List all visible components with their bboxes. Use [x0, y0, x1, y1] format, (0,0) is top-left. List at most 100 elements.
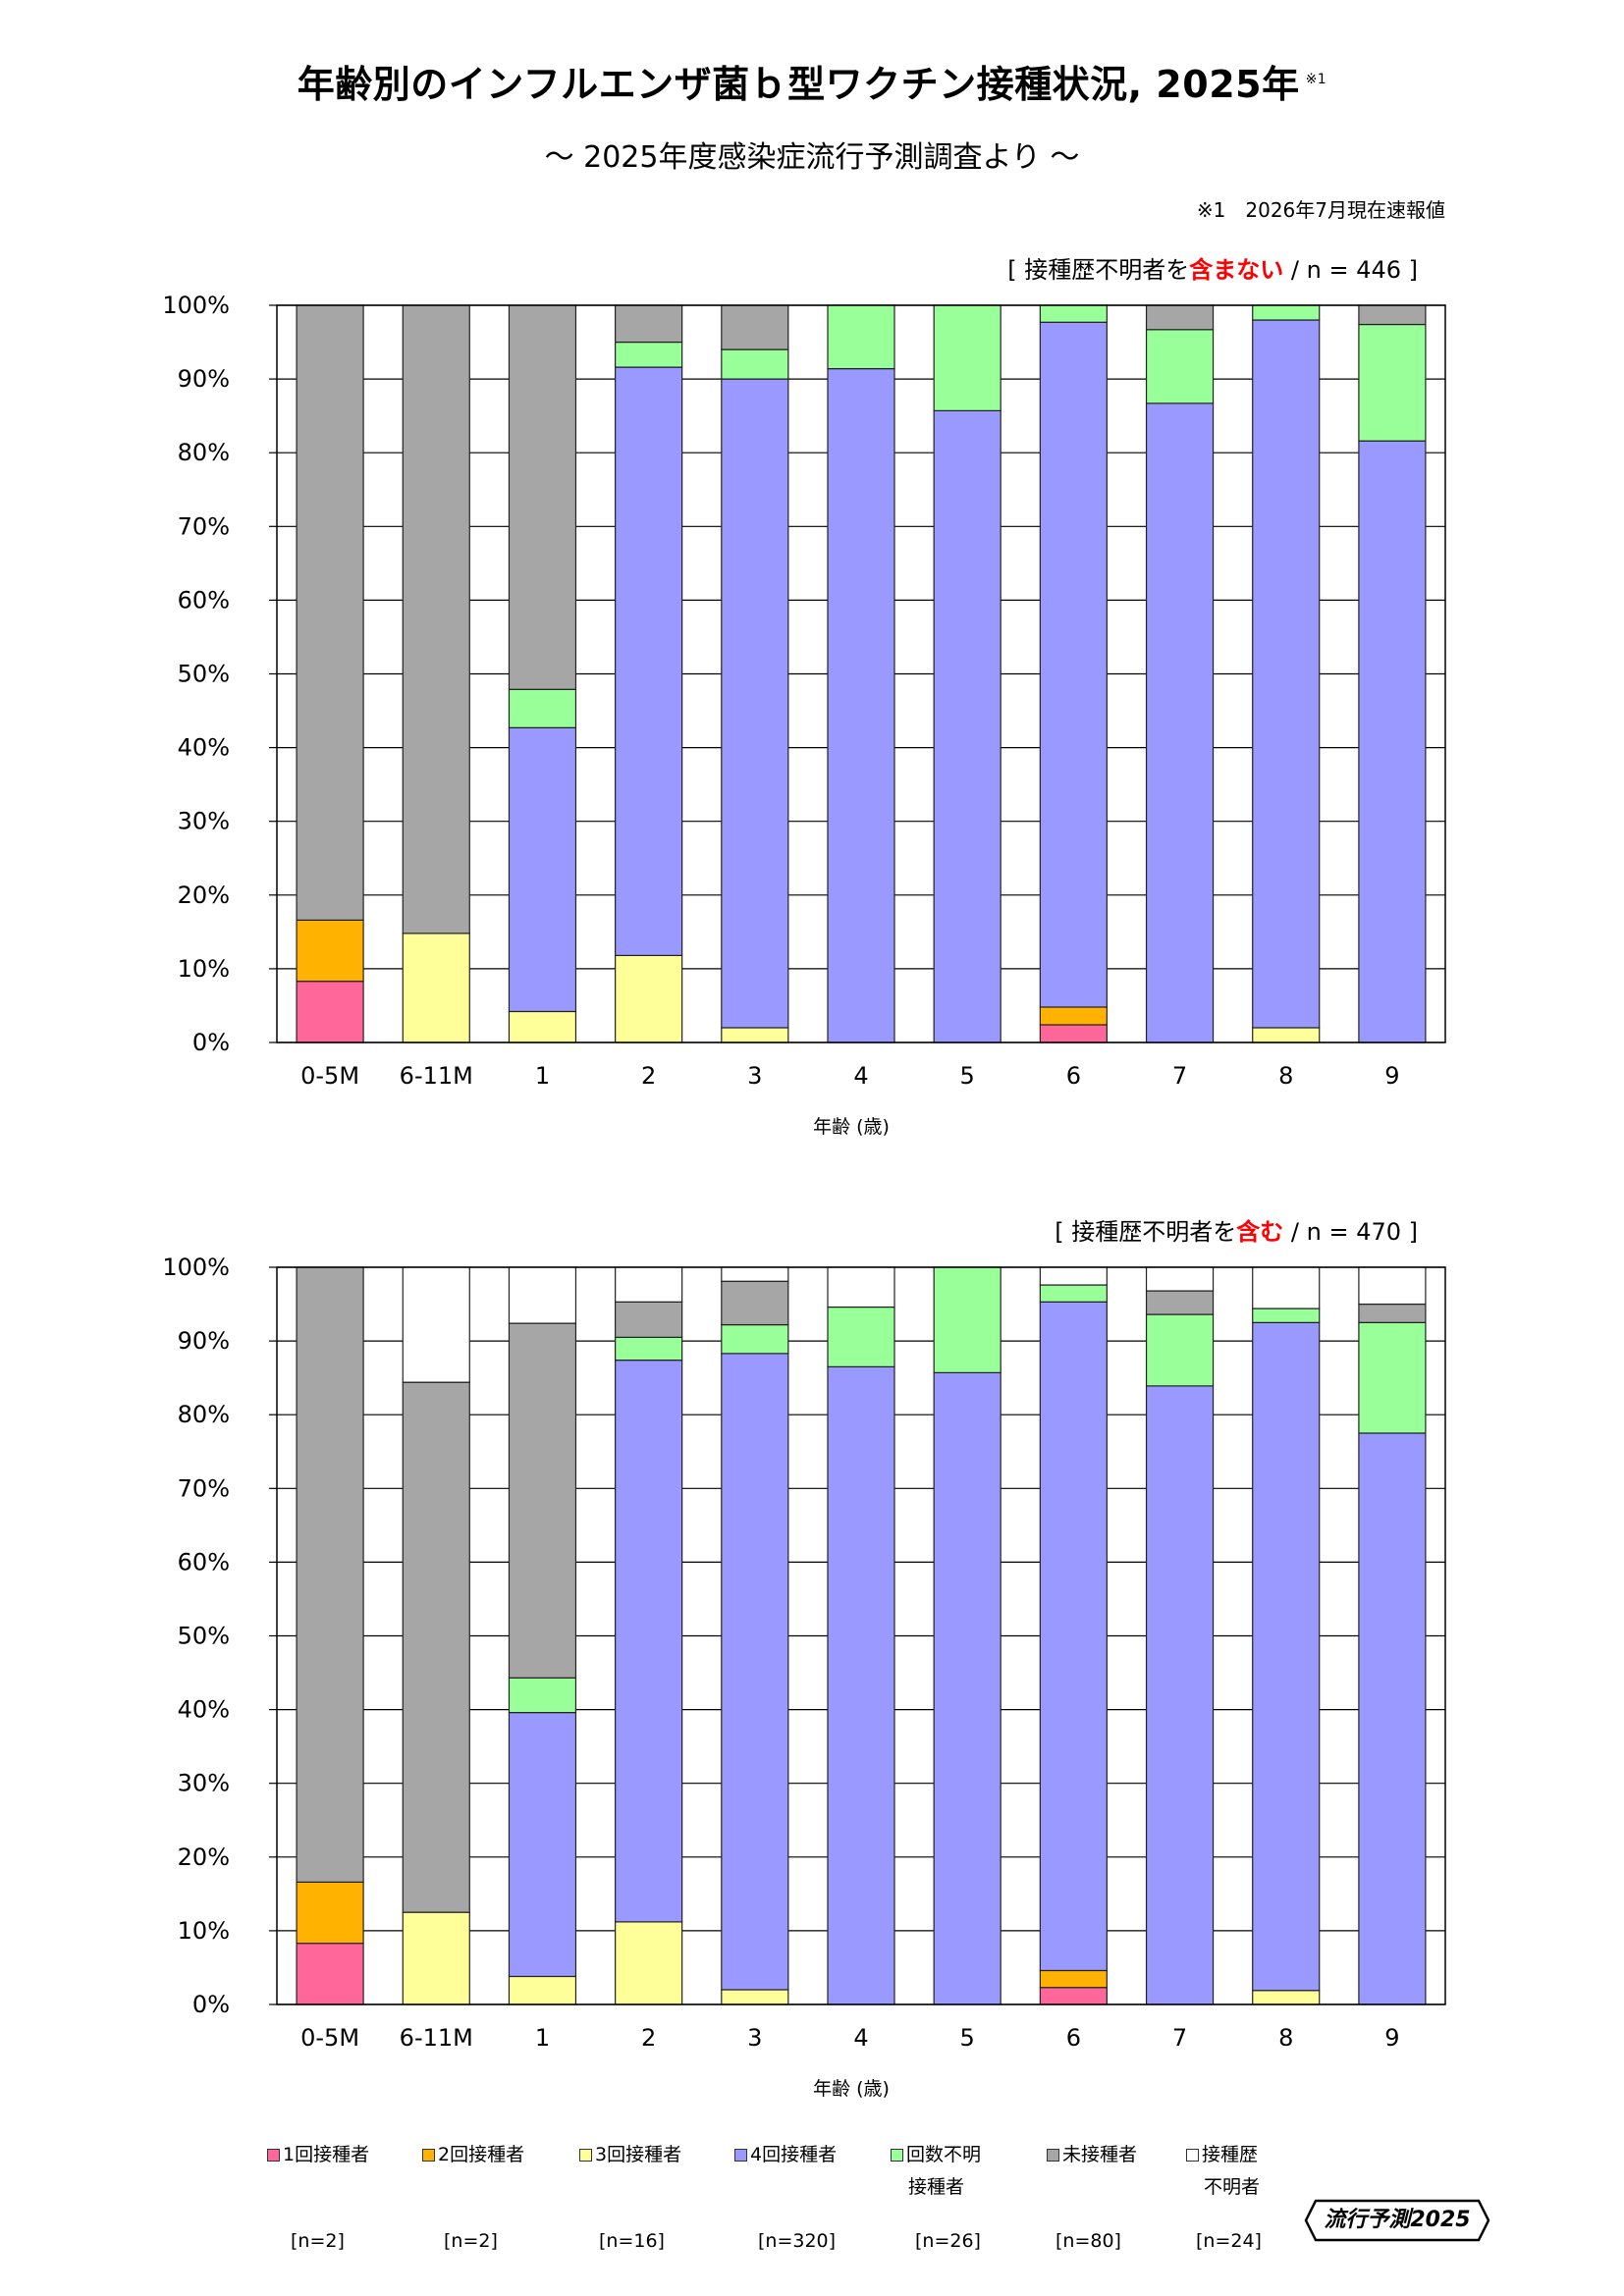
bar-segment: [615, 304, 683, 344]
bar-segment: [1039, 1969, 1108, 1989]
bar-segment: [1039, 1987, 1108, 2005]
subtitle: ～ 2025年度感染症流行予測調査より ～: [544, 140, 1080, 175]
bar-segment: [296, 1266, 364, 1883]
bar-segment: [508, 1322, 577, 1679]
y-tick-label: 90%: [178, 365, 230, 393]
legend-count: [n=2]: [444, 2230, 498, 2252]
bar-segment: [508, 304, 577, 690]
y-tick-label: 70%: [178, 512, 230, 540]
bar-segment: [1145, 329, 1215, 404]
legend-swatch: [579, 2149, 592, 2162]
bar-segment: [615, 1336, 683, 1362]
bar-segment: [402, 1911, 470, 2005]
bar-segment: [402, 1266, 470, 1383]
legend-count: [n=24]: [1196, 2230, 1262, 2252]
bar-segment: [1039, 1024, 1108, 1043]
x-tick-label: 1: [535, 1062, 550, 1090]
y-tick-label: 0%: [192, 1991, 230, 2018]
bar-segment: [508, 1712, 577, 1978]
legend-label-line2: 不明者: [1204, 2176, 1261, 2198]
bar-segment: [1145, 1290, 1215, 1315]
note-suffix: / n = 446 ]: [1283, 256, 1418, 284]
x-axis-title: 年齢 (歳): [813, 1116, 890, 1138]
x-tick-label: 8: [1278, 2024, 1293, 2052]
chart-including-unknown: [ 接種歴不明者を含む / n = 470 ] 0% 10% 20% 30% 40% 50%…: [162, 1218, 1446, 2100]
bar-segment: [827, 1365, 895, 2005]
sample-size-note: [ 接種歴不明者を含む / n = 470 ]: [1055, 1218, 1418, 1246]
x-tick-label: 9: [1384, 1062, 1399, 1090]
bar-segment: [296, 981, 364, 1043]
bar-segment: [1252, 304, 1321, 321]
legend-label: 回数不明: [906, 2144, 982, 2165]
legend-swatch: [734, 2149, 747, 2162]
bar-segment: [508, 688, 577, 728]
note-emphasis: 含む: [1236, 1218, 1283, 1246]
plot-border: [276, 1266, 1446, 2005]
bar-segment: [402, 1381, 470, 1913]
legend-label: 4回接種者: [750, 2144, 838, 2165]
y-tick-label: 50%: [178, 661, 230, 688]
chart-excluding-unknown: [ 接種歴不明者を含まない / n = 446 ] 0% 10% 20% 30% 40% 5…: [162, 256, 1446, 1138]
legend-swatch: [267, 2149, 280, 2162]
y-tick-label: 0%: [192, 1029, 230, 1056]
bar-segment: [508, 1010, 577, 1043]
x-tick-label: 7: [1172, 2024, 1187, 2052]
x-tick-label: 7: [1172, 1062, 1187, 1090]
legend-count: [n=320]: [758, 2230, 837, 2252]
bar-segment: [1145, 1313, 1215, 1387]
legend-item: 3回接種者: [579, 2140, 727, 2166]
y-tick-label: 20%: [178, 1843, 230, 1871]
legend-label: 未接種者: [1062, 2144, 1138, 2165]
y-tick-label: 60%: [178, 1548, 230, 1575]
x-tick-label: 2: [641, 2024, 656, 2052]
y-tick-label: 100%: [162, 1254, 230, 1281]
note-emphasis: 含まない: [1189, 256, 1283, 284]
bar-segment: [402, 304, 470, 934]
bar-segment: [1358, 1303, 1427, 1323]
bar-segment: [1145, 1385, 1215, 2005]
bar-segment: [296, 919, 364, 983]
footnote: ※1 2026年7月現在速報値: [1196, 198, 1445, 222]
legend-count: [n=26]: [915, 2230, 981, 2252]
legend-label: 接種歴: [1202, 2144, 1259, 2165]
x-tick-label: 6: [1066, 1062, 1081, 1090]
bar-segment: [933, 1266, 1001, 1373]
bar-segment: [296, 1943, 364, 2005]
bar-segment: [1252, 1321, 1321, 1992]
bar-segment: [508, 1266, 577, 1324]
y-tick-label: 100%: [162, 292, 230, 319]
bar-segment: [1358, 1321, 1427, 1434]
y-tick-label: 10%: [178, 955, 230, 983]
bar-segment: [615, 954, 683, 1043]
x-tick-label: 6-11M: [400, 1062, 473, 1090]
bar-segment: [1358, 440, 1427, 1043]
bar-segment: [721, 1266, 789, 1282]
bar-segment: [1145, 402, 1215, 1043]
bar-segment: [721, 1027, 789, 1043]
legend-count: [n=2]: [291, 2230, 345, 2252]
bar-segment: [721, 304, 789, 350]
bar-segment: [721, 1280, 789, 1326]
bar-segment: [1145, 1266, 1215, 1292]
bar-segment: [296, 1881, 364, 1945]
bar-segment: [615, 1921, 683, 2005]
y-tick-label: 10%: [178, 1917, 230, 1945]
y-tick-label: 20%: [178, 881, 230, 909]
legend-item: 回数不明 接種者: [891, 2140, 1038, 2199]
legend-item: 1回接種者: [267, 2140, 414, 2166]
legend-swatch: [1047, 2149, 1059, 2162]
legend-label: 3回接種者: [595, 2144, 682, 2165]
bar-segment: [827, 304, 895, 370]
y-tick-label: 40%: [178, 1696, 230, 1724]
bar-segment: [1039, 1301, 1108, 1972]
bar-segment: [1145, 304, 1215, 331]
x-tick-label: 6: [1066, 2024, 1081, 2052]
bar-segment: [721, 378, 789, 1029]
plot-border: [276, 304, 1446, 1043]
bar-segment: [615, 1360, 683, 1923]
y-tick-label: 80%: [178, 439, 230, 466]
legend: 1回接種者 [n=2] 2回接種者 [n=2] 3回接種者 [n=16] 4回接種者 [n=3…: [0, 2140, 1624, 2277]
y-tick-label: 40%: [178, 734, 230, 762]
y-tick-label: 70%: [178, 1474, 230, 1502]
legend-label: 2回接種者: [438, 2144, 525, 2165]
